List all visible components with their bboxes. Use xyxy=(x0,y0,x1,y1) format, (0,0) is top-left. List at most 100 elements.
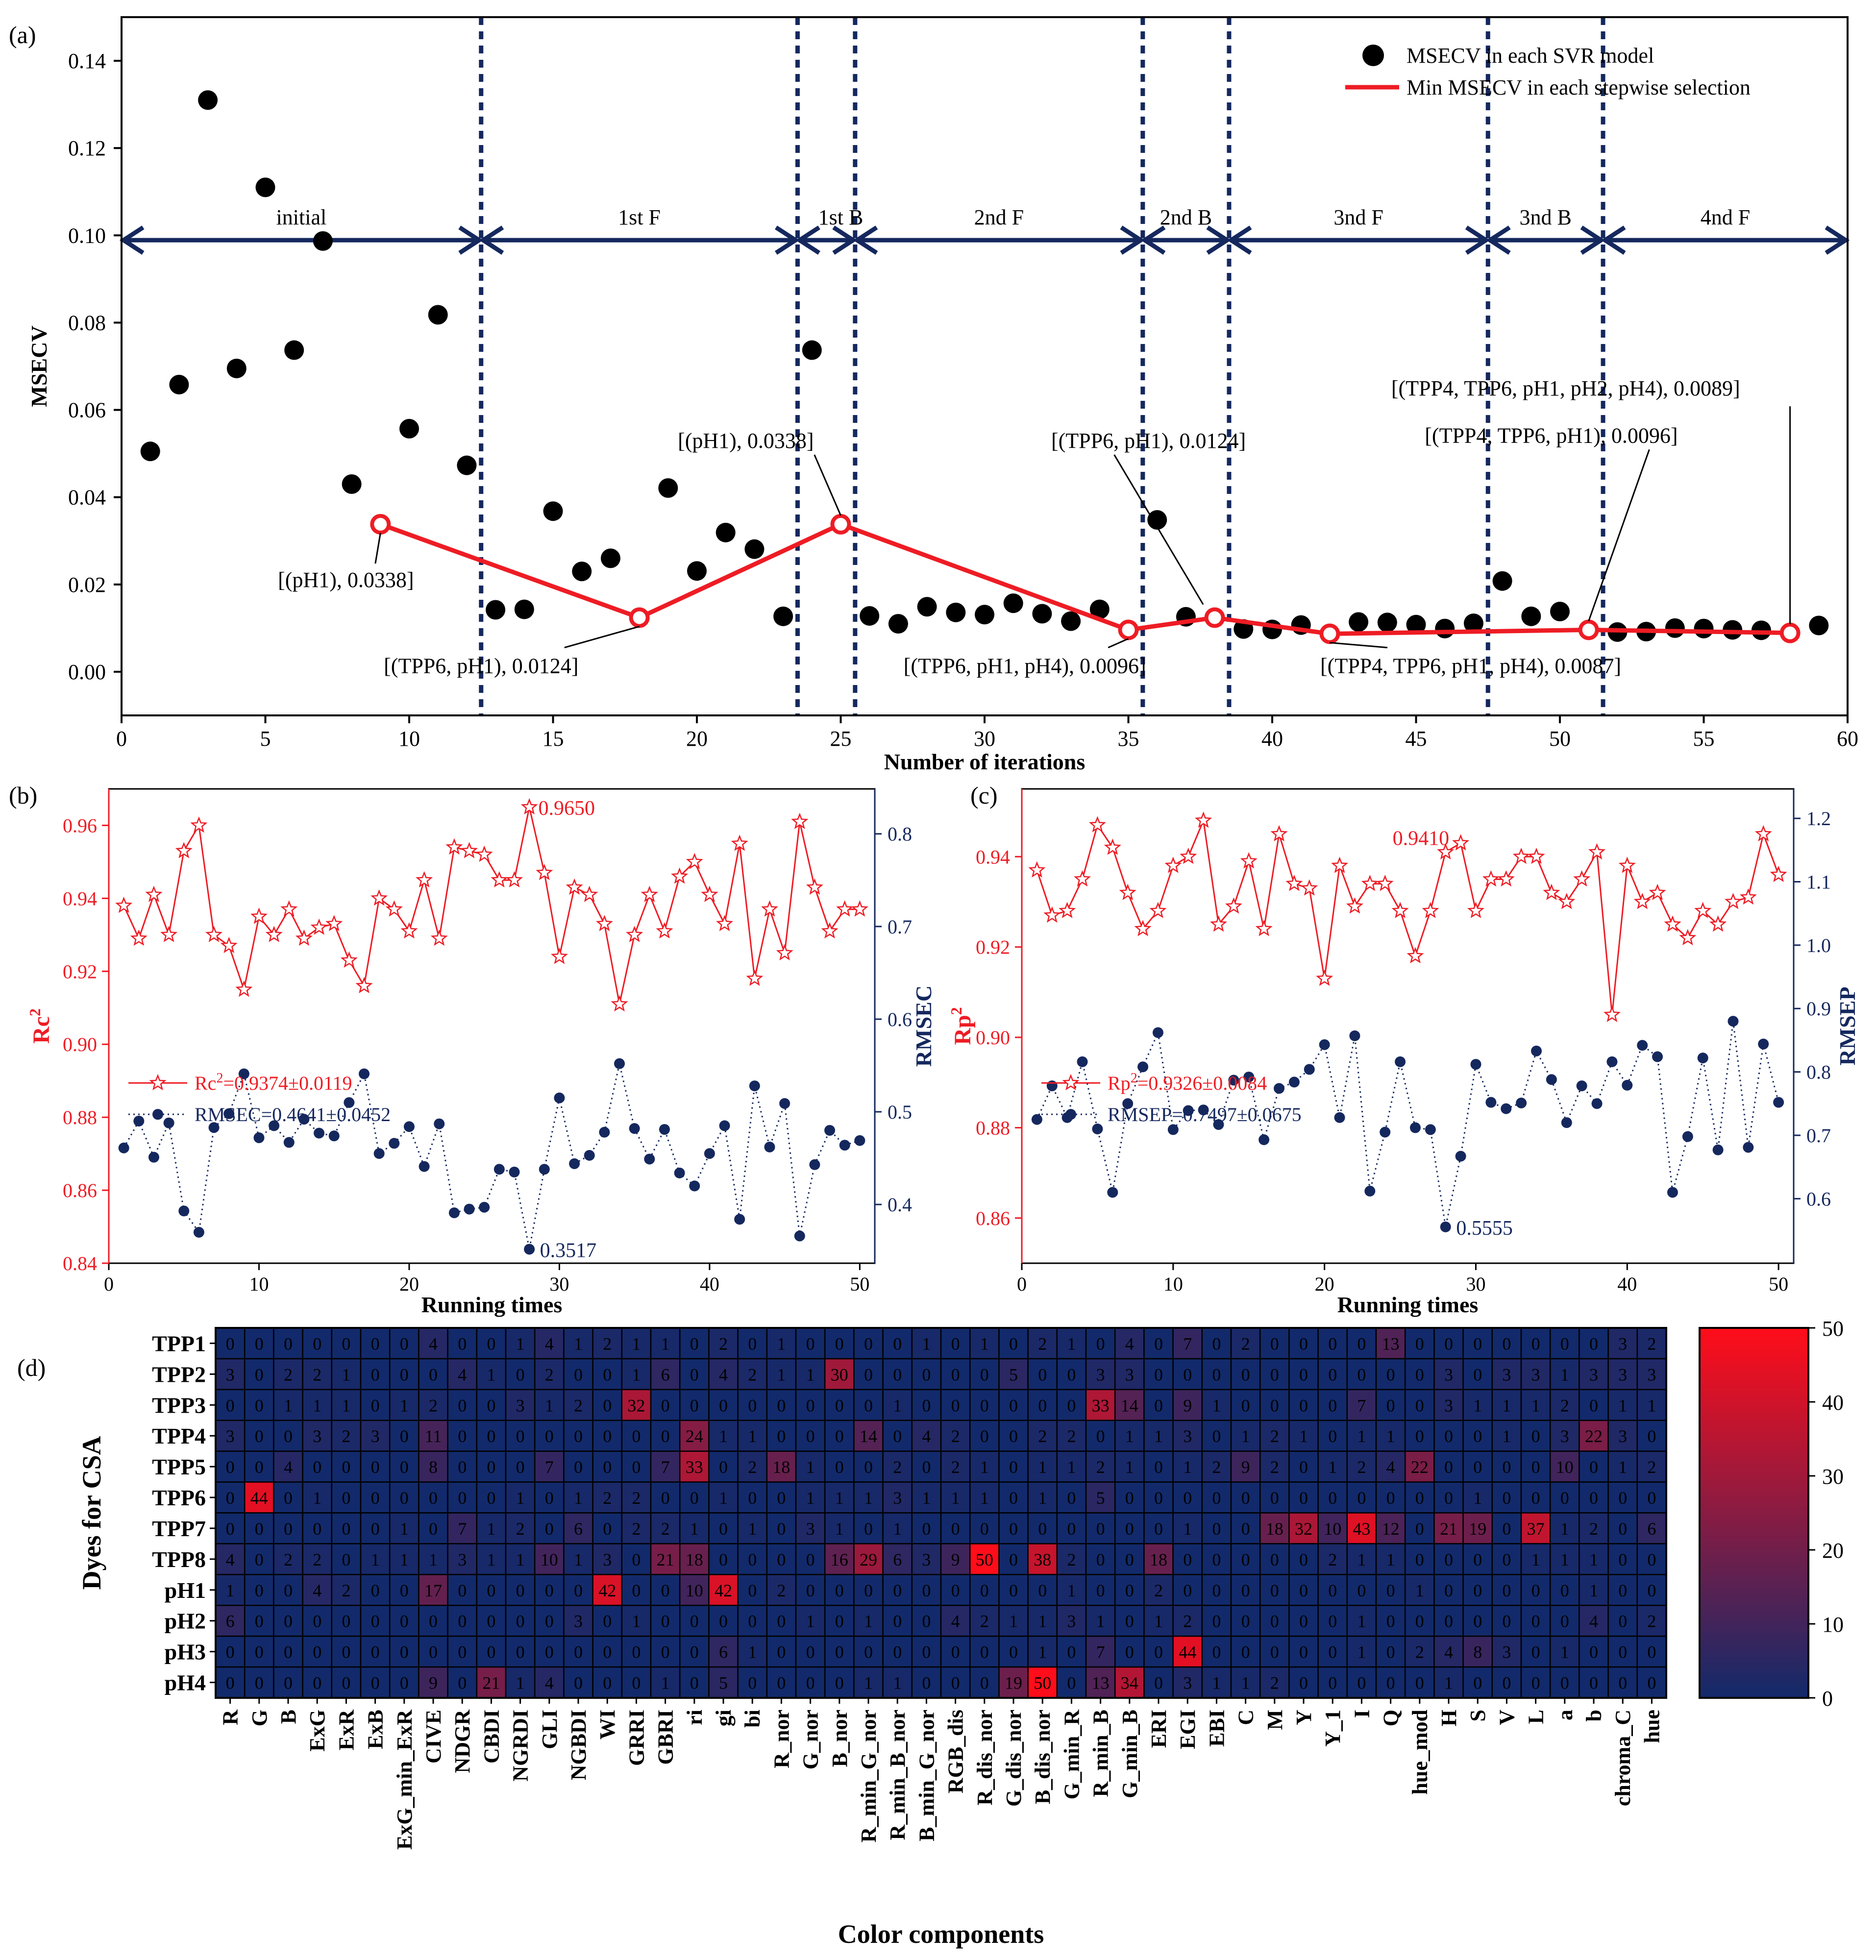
heatmap-cell-value: 18 xyxy=(1150,1550,1167,1569)
x-axis-title: Number of iterations xyxy=(884,749,1086,774)
heatmap-cell-value: 0 xyxy=(1502,1612,1511,1631)
heatmap-cell-value: 0 xyxy=(1328,1334,1337,1353)
series-point-rmsec xyxy=(479,1201,490,1213)
min-msecv-marker xyxy=(830,514,851,535)
series-star-rp2 xyxy=(1149,902,1167,918)
series-star-rc2 xyxy=(310,918,328,935)
heatmap-cell-value: 0 xyxy=(951,1519,960,1539)
legend-label-right: RMSEP=0.7497±0.0675 xyxy=(1108,1103,1302,1126)
heatmap-cell xyxy=(1201,1450,1232,1483)
heatmap-cell xyxy=(1027,1481,1058,1514)
heatmap-cell-value: 0 xyxy=(1589,1673,1598,1693)
colorbar-segment xyxy=(1700,1583,1808,1588)
heatmap-cell-value: 0 xyxy=(400,1457,409,1477)
column-label: b xyxy=(1582,1710,1606,1721)
heatmap-cell-value: 0 xyxy=(574,1365,583,1384)
heatmap-cell-value: 0 xyxy=(806,1581,815,1600)
y-right-tick-label: 1.2 xyxy=(1806,808,1831,830)
heatmap-cell-value: 1 xyxy=(313,1396,321,1415)
heatmap-cell xyxy=(766,1327,797,1360)
heatmap-cell-value: 0 xyxy=(226,1488,235,1508)
heatmap-cell-value: 0 xyxy=(864,1581,873,1600)
heatmap-cell-value: 0 xyxy=(1125,1519,1134,1539)
colorbar-segment xyxy=(1700,1446,1808,1451)
heatmap-cell-value: 0 xyxy=(1473,1334,1482,1353)
msecv-point xyxy=(1694,618,1714,638)
series-star-rp2 xyxy=(1497,870,1515,887)
heatmap-cell-value: 0 xyxy=(1444,1612,1453,1631)
heatmap-cell xyxy=(1636,1481,1667,1514)
colorbar-segment xyxy=(1700,1483,1808,1488)
x-axis-title: Running times xyxy=(1337,1292,1479,1317)
heatmap-cell-value: 0 xyxy=(632,1426,641,1446)
colorbar-segment xyxy=(1700,1346,1808,1351)
heatmap-cell xyxy=(795,1420,826,1452)
heatmap-cell-value: 1 xyxy=(864,1673,873,1693)
annotation-label: [(TPP4, TPP6, pH1, pH2, pH4), 0.0089] xyxy=(1391,376,1740,400)
colorbar-segment xyxy=(1700,1402,1808,1406)
heatmap-cell-value: 0 xyxy=(806,1673,815,1693)
heatmap-cell xyxy=(795,1512,826,1544)
heatmap-cell xyxy=(853,1574,884,1606)
heatmap-cell-value: 38 xyxy=(1034,1550,1051,1569)
heatmap-cell xyxy=(360,1420,391,1452)
heatmap-cell-value: 0 xyxy=(458,1581,467,1600)
series-point-rmsep xyxy=(1697,1053,1708,1064)
heatmap-cell-value: 0 xyxy=(1299,1334,1308,1353)
column-label: L xyxy=(1524,1710,1548,1724)
heatmap-cell-value: 0 xyxy=(748,1612,757,1631)
heatmap-cell-value: 0 xyxy=(1154,1673,1163,1693)
series-star-rc2 xyxy=(295,929,313,946)
heatmap-cell-value: 1 xyxy=(1415,1581,1424,1600)
heatmap-cell-value: 7 xyxy=(545,1457,554,1477)
heatmap-cell-value: 0 xyxy=(835,1642,844,1662)
series-star-rc2 xyxy=(566,878,583,895)
heatmap-cell-value: 1 xyxy=(1357,1426,1366,1446)
series-star-rc2 xyxy=(235,980,253,997)
column-label: gi xyxy=(712,1710,736,1726)
heatmap-cell xyxy=(273,1327,303,1360)
heatmap-cell-value: 2 xyxy=(661,1519,670,1539)
y-tick-label: 0.04 xyxy=(68,486,106,510)
heatmap-cell-value: 0 xyxy=(1560,1581,1569,1600)
series-point-rmsep xyxy=(1531,1045,1542,1056)
heatmap-cell-value: 0 xyxy=(1502,1334,1511,1353)
heatmap-cell-value: 2 xyxy=(1328,1550,1337,1569)
heatmap-cell xyxy=(1143,1481,1174,1514)
colorbar-segment xyxy=(1700,1350,1808,1354)
series-point-rmsec xyxy=(599,1127,610,1138)
x-tick-label: 40 xyxy=(1617,1273,1637,1295)
heatmap-cell-value: 2 xyxy=(1183,1612,1192,1631)
heatmap-cell-value: 22 xyxy=(1585,1426,1603,1446)
heatmap-cell xyxy=(273,1512,303,1544)
panel-label-a: (a) xyxy=(9,21,36,49)
msecv-point xyxy=(1349,612,1369,632)
heatmap-cell xyxy=(476,1481,507,1514)
heatmap-cell-value: 2 xyxy=(603,1334,612,1353)
heatmap-cell-value: 3 xyxy=(1444,1396,1453,1415)
heatmap-cell xyxy=(273,1481,303,1514)
heatmap-cell xyxy=(679,1666,710,1699)
heatmap-cell-value: 0 xyxy=(1328,1581,1337,1600)
legend-label-line: Min MSECV in each stepwise selection xyxy=(1407,75,1751,99)
heatmap-cell-value: 0 xyxy=(1386,1581,1395,1600)
x-tick-label: 30 xyxy=(974,727,995,751)
series-point-rmsec xyxy=(163,1117,174,1128)
heatmap-cell-value: 2 xyxy=(1067,1550,1076,1569)
series-point-rmsec xyxy=(809,1159,820,1170)
heatmap-cell-value: 0 xyxy=(632,1673,641,1693)
series-star-rc2 xyxy=(175,842,193,858)
heatmap-cell-value: 33 xyxy=(686,1457,703,1477)
heatmap-cell-value: 4 xyxy=(951,1612,960,1631)
heatmap-cell xyxy=(476,1574,507,1606)
y-left-axis-title: Rp2 xyxy=(947,1007,976,1045)
series-star-rp2 xyxy=(1573,870,1591,887)
column-label: RGB_dis xyxy=(944,1710,968,1793)
heatmap-cell-value: 0 xyxy=(1038,1396,1047,1415)
msecv-point xyxy=(1521,606,1541,626)
heatmap-cell xyxy=(853,1481,884,1514)
series-point-rmsep xyxy=(1652,1051,1663,1062)
msecv-point xyxy=(716,522,736,542)
heatmap-cell xyxy=(1549,1543,1580,1575)
